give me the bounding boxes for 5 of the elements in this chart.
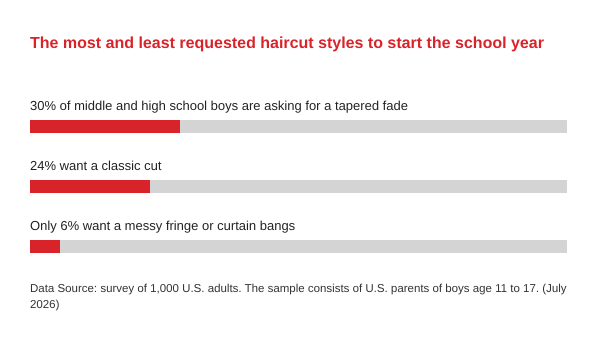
text: The most and least requested haircut styles to start the school year — [30, 35, 544, 52]
source-note: Data Source: survey of 1,000 U.S. adults. The sample consists of U.S. parents of boys age 11 to 17. (July 2026) — [30, 283, 567, 311]
y-tick-label: 30% of middle and high school boys are asking for a tapered fade — [30, 98, 408, 113]
y-tick-label: Only 6% want a messy fringe or curtain bangs — [30, 218, 296, 233]
y-tick-label: 24% want a classic cut — [30, 158, 162, 173]
